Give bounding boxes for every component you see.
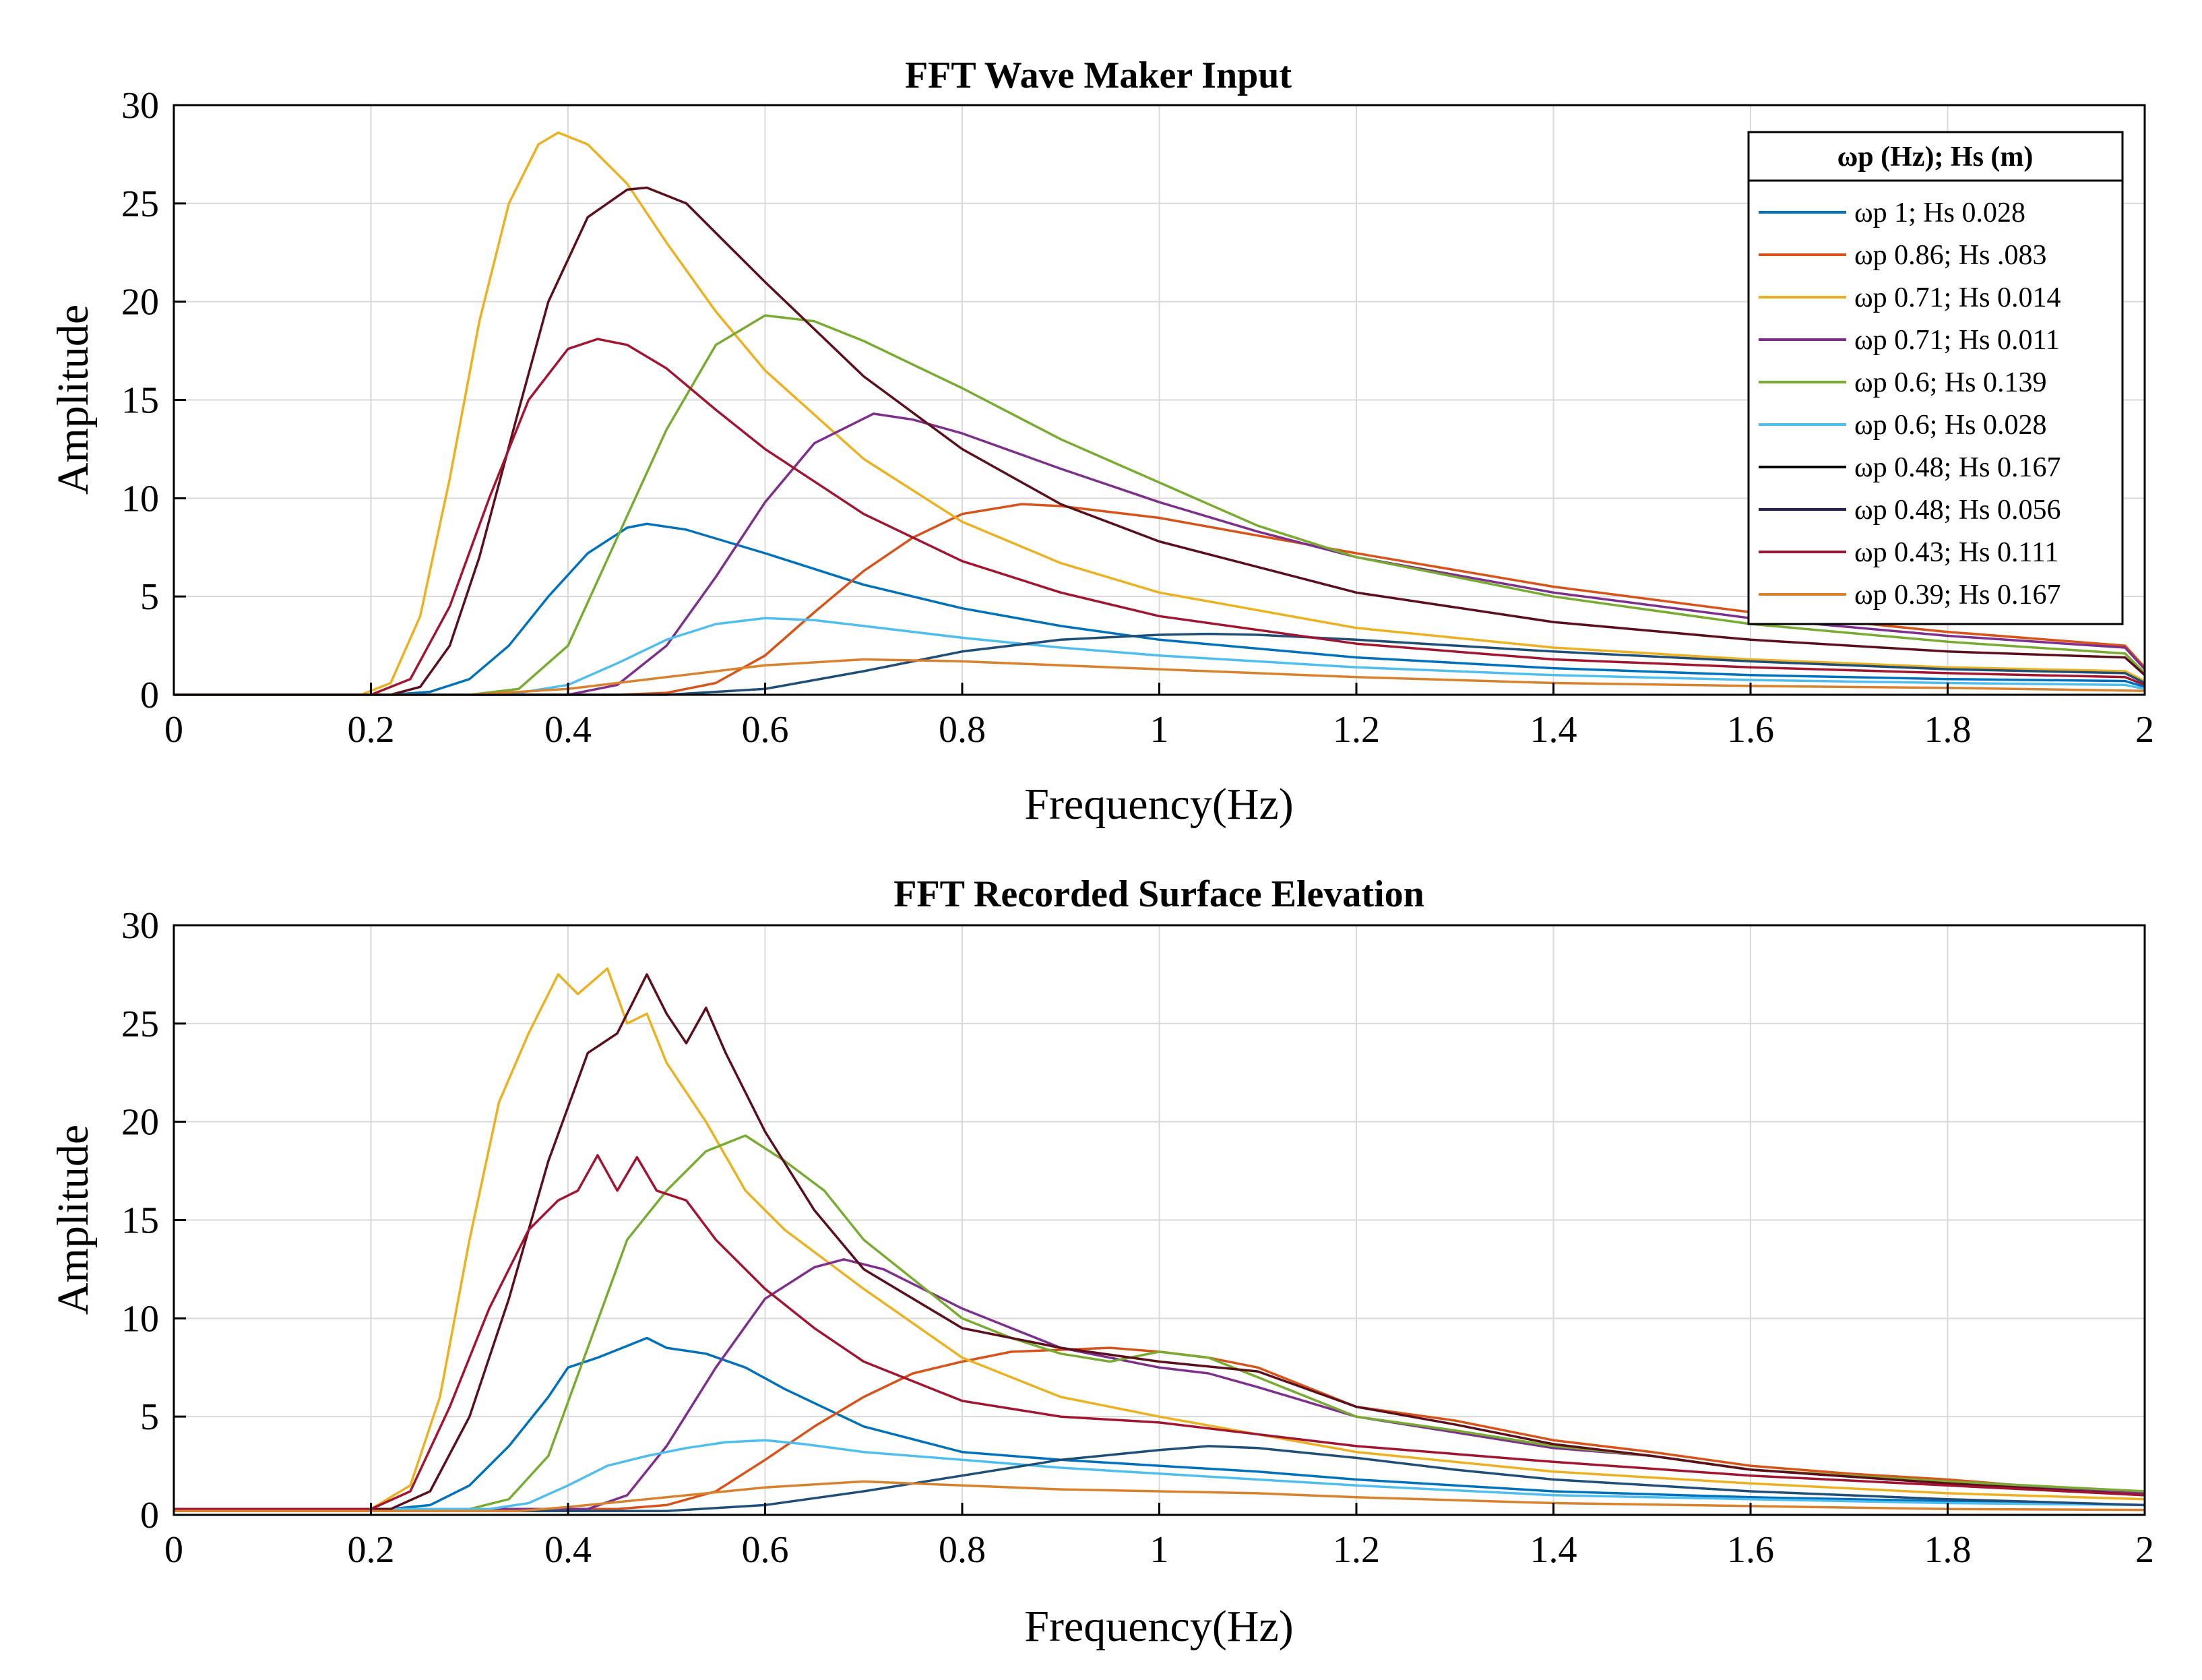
x-tick-label: 1 — [1150, 1529, 1169, 1571]
bottom-chart-title: FFT Recorded Surface Elevation — [893, 873, 1424, 915]
legend-entry: ωp 0.48; Hs 0.167 — [1759, 452, 2061, 483]
series-line-0 — [174, 1336, 2145, 1511]
legend-entry: ωp 0.6; Hs 0.028 — [1759, 410, 2047, 441]
top-chart-x-ticks: 0 0.2 0.4 0.6 0.8 1 1.2 1.4 1.6 1.8 2 — [164, 683, 2154, 751]
x-tick-label: 1.8 — [1924, 1529, 1972, 1571]
legend-label: ωp 0.48; Hs 0.056 — [1854, 495, 2061, 526]
x-tick-label: 1.8 — [1924, 709, 1972, 751]
legend-label: ωp 0.6; Hs 0.028 — [1854, 410, 2047, 441]
bottom-chart-x-axis-label: Frequency(Hz) — [1024, 1602, 1293, 1651]
bottom-chart-y-axis-label: Amplitude — [49, 1125, 98, 1315]
y-tick-label: 0 — [140, 1495, 159, 1536]
legend-label: ωp 0.86; Hs .083 — [1854, 240, 2047, 271]
bottom-chart-lines — [174, 967, 2145, 1512]
x-tick-label: 1 — [1150, 709, 1169, 751]
top-chart-y-ticks: 0 5 10 15 20 25 30 — [121, 85, 186, 716]
top-chart-x-axis-label: Frequency(Hz) — [1024, 780, 1293, 829]
legend-entry: ωp 0.86; Hs .083 — [1759, 240, 2047, 271]
series-line-0 — [174, 522, 2145, 696]
legend-label: ωp 0.39; Hs 0.167 — [1854, 580, 2061, 611]
y-tick-label: 5 — [140, 576, 159, 618]
x-tick-label: 0 — [164, 1529, 183, 1571]
x-tick-label: 1.4 — [1530, 709, 1577, 751]
series-line-4 — [174, 1134, 2145, 1511]
series-line-1 — [174, 1346, 2145, 1511]
legend-entry: ωp 1; Hs 0.028 — [1759, 197, 2025, 228]
x-tick-label: 1.6 — [1727, 1529, 1774, 1571]
bottom-chart-x-ticks: 0 0.2 0.4 0.6 0.8 1 1.2 1.4 1.6 1.8 2 — [164, 1503, 2154, 1571]
y-tick-label: 25 — [121, 183, 159, 225]
x-tick-label: 0.4 — [544, 709, 592, 751]
top-chart-title: FFT Wave Maker Input — [905, 55, 1292, 96]
x-tick-label: 1.4 — [1530, 1529, 1577, 1571]
x-tick-label: 1.2 — [1333, 1529, 1380, 1571]
legend-label: ωp 0.43; Hs 0.111 — [1854, 537, 2058, 568]
x-tick-label: 0 — [164, 709, 183, 751]
y-tick-label: 15 — [121, 1200, 159, 1242]
y-tick-label: 25 — [121, 1003, 159, 1045]
legend-label: ωp 0.6; Hs 0.139 — [1854, 367, 2047, 398]
legend-entry: ωp 0.48; Hs 0.056 — [1759, 495, 2061, 526]
x-tick-label: 1.2 — [1333, 709, 1380, 751]
y-tick-label: 20 — [121, 282, 159, 323]
x-tick-label: 0.6 — [742, 1529, 789, 1571]
series-line-9 — [174, 1480, 2145, 1512]
x-tick-label: 0.6 — [742, 709, 789, 751]
legend-label: ωp 0.48; Hs 0.167 — [1854, 452, 2061, 483]
x-tick-label: 0.8 — [939, 1529, 986, 1571]
series-line-8 — [174, 1154, 2145, 1511]
x-tick-label: 0.2 — [348, 709, 395, 751]
legend-entries: ωp 1; Hs 0.028 ωp 0.86; Hs .083 ωp 0.71; H… — [1759, 197, 2061, 611]
legend-entry: ωp 0.71; Hs 0.014 — [1759, 282, 2061, 313]
series-line-4 — [174, 314, 2146, 696]
y-tick-label: 30 — [121, 85, 159, 127]
legend-label: ωp 0.71; Hs 0.014 — [1854, 282, 2061, 313]
series-line-7 — [174, 1445, 2145, 1512]
y-tick-label: 30 — [121, 905, 159, 947]
legend-entry: ωp 0.6; Hs 0.139 — [1759, 367, 2047, 398]
top-chart-panel: FFT Wave Maker Input 0 0.2 0.4 0.6 0.8 1 1.2 1.… — [49, 55, 2154, 829]
legend-box — [1747, 131, 2124, 625]
series-line-6 — [174, 973, 2145, 1511]
legend: ωp (Hz); Hs (m) ωp 1; Hs 0.028 ωp 0.86; H… — [1747, 131, 2124, 625]
series-line-2 — [174, 131, 2145, 696]
bottom-chart-panel: FFT Recorded Surface Elevation 0 0.2 0.4 0.… — [49, 873, 2154, 1651]
legend-label: ωp 0.71; Hs 0.011 — [1854, 325, 2060, 356]
legend-title: ωp (Hz); Hs (m) — [1837, 142, 2034, 173]
legend-entry: ωp 0.71; Hs 0.011 — [1759, 325, 2060, 356]
y-tick-label: 5 — [140, 1396, 159, 1438]
legend-label: ωp 1; Hs 0.028 — [1854, 197, 2025, 228]
legend-entry: ωp 0.39; Hs 0.167 — [1759, 580, 2061, 611]
series-line-7 — [174, 632, 2145, 696]
y-tick-label: 20 — [121, 1102, 159, 1144]
y-tick-label: 15 — [121, 380, 159, 422]
series-line-6 — [174, 186, 2146, 696]
y-tick-label: 10 — [121, 1298, 159, 1340]
bottom-chart-y-ticks: 0 5 10 15 20 25 30 — [121, 905, 186, 1536]
top-chart-y-axis-label: Amplitude — [49, 305, 98, 495]
x-tick-label: 2 — [2135, 1529, 2154, 1571]
x-tick-label: 1.6 — [1727, 709, 1774, 751]
y-tick-label: 0 — [140, 675, 159, 716]
series-line-2 — [174, 967, 2145, 1511]
x-tick-label: 0.8 — [939, 709, 986, 751]
series-line-5 — [174, 1439, 2145, 1511]
x-tick-label: 0.4 — [544, 1529, 592, 1571]
series-line-8 — [174, 338, 2145, 696]
x-tick-label: 0.2 — [348, 1529, 395, 1571]
series-line-9 — [174, 658, 2145, 696]
y-tick-label: 10 — [121, 478, 159, 520]
legend-entry: ωp 0.43; Hs 0.111 — [1759, 537, 2058, 568]
x-tick-label: 2 — [2135, 709, 2154, 751]
